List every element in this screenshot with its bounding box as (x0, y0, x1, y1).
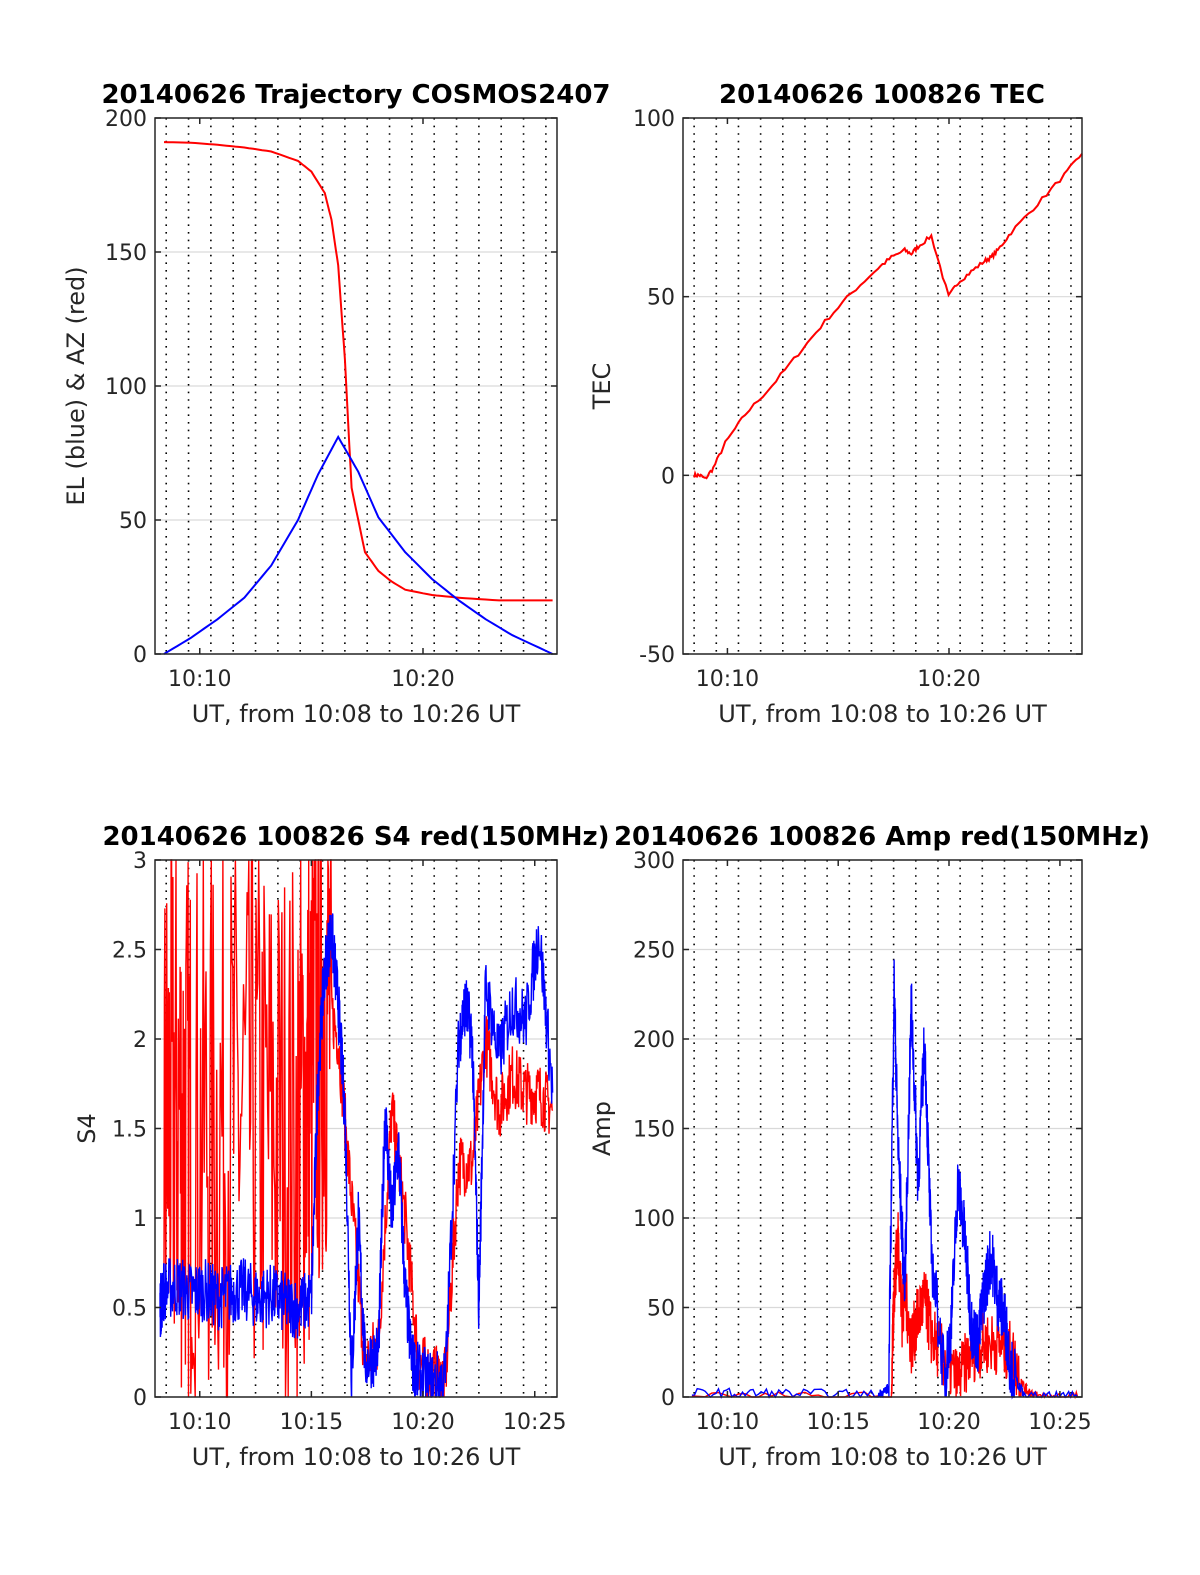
axes-box (682, 117, 1083, 655)
x-tick-label: 10:10 (696, 1410, 759, 1435)
x-tick-label: 10:10 (696, 667, 759, 692)
chart-panel-2: -50 0 50 100 10:10 10:20 20140626 100826 TEC UT… (588, 80, 1083, 728)
chart-title: 20140626 100826 TEC (719, 80, 1045, 110)
y-tick-label: 0 (133, 643, 147, 668)
y-tick-label: 0.5 (112, 1297, 147, 1322)
series-line-red (693, 153, 1083, 480)
y-tick-label: 1 (133, 1207, 147, 1232)
x-tick-label: 10:20 (917, 1410, 980, 1435)
x-tick-label: 10:25 (1028, 1410, 1091, 1435)
x-tick-label: 10:20 (391, 667, 454, 692)
chart-title: 20140626 Trajectory COSMOS2407 (101, 80, 610, 110)
y-tick-label: 50 (647, 1297, 675, 1322)
y-tick-label: 2.5 (112, 939, 147, 964)
y-tick-label: 0 (133, 1386, 147, 1411)
series-line-red (691, 1212, 1079, 1400)
y-axis-label: EL (blue) & AZ (red) (62, 266, 90, 505)
y-tick-label: 250 (633, 939, 675, 964)
y-tick-label: 50 (647, 286, 675, 311)
x-tick-label: 10:20 (917, 667, 980, 692)
x-tick-label: 10:20 (391, 1410, 454, 1435)
y-tick-label: 0 (661, 464, 675, 489)
y-tick-label: -50 (639, 643, 675, 668)
x-axis-label: UT, from 10:08 to 10:26 UT (718, 700, 1047, 728)
y-tick-label: 100 (633, 107, 675, 132)
chart-panel-1: 0 50 100 150 200 10:10 10:20 20140626 Trajector… (62, 80, 611, 728)
y-tick-label: 100 (105, 375, 147, 400)
y-axis-label: TEC (588, 363, 616, 411)
y-tick-label: 100 (633, 1207, 675, 1232)
y-tick-label: 150 (105, 241, 147, 266)
x-tick-label: 10:10 (168, 667, 231, 692)
x-tick-label: 10:15 (807, 1410, 870, 1435)
chart-title: 20140626 100826 S4 red(150MHz) (102, 822, 609, 852)
chart-panel-3: 0 0.5 1 1.5 2 2.5 3 10:10 10:15 10:20 10:25 2014062… (73, 822, 610, 1471)
x-axis-label: UT, from 10:08 to 10:26 UT (718, 1443, 1047, 1471)
y-axis-label: Amp (588, 1101, 616, 1156)
series-line-blue (159, 913, 554, 1398)
series-line-blue (691, 959, 1079, 1400)
y-tick-label: 200 (105, 107, 147, 132)
series-line-red (163, 141, 553, 602)
chart-panel-4: 0 50 100 150 200 250 300 10:10 10:15 10:20 10:25 20… (588, 822, 1150, 1471)
y-tick-label: 1.5 (112, 1118, 147, 1143)
y-tick-label: 50 (119, 509, 147, 534)
series-line-blue (163, 434, 554, 655)
y-axis-label: S4 (73, 1113, 101, 1144)
chart-title: 20140626 100826 Amp red(150MHz) (614, 822, 1150, 852)
y-tick-label: 300 (633, 849, 675, 874)
y-tick-label: 2 (133, 1028, 147, 1053)
x-tick-label: 10:10 (168, 1410, 231, 1435)
y-tick-label: 0 (661, 1386, 675, 1411)
x-axis-label: UT, from 10:08 to 10:26 UT (192, 700, 521, 728)
y-tick-label: 3 (133, 849, 147, 874)
y-tick-label: 200 (633, 1028, 675, 1053)
x-axis-label: UT, from 10:08 to 10:26 UT (192, 1443, 521, 1471)
x-tick-label: 10:25 (503, 1410, 566, 1435)
y-tick-label: 150 (633, 1118, 675, 1143)
x-tick-label: 10:15 (280, 1410, 343, 1435)
